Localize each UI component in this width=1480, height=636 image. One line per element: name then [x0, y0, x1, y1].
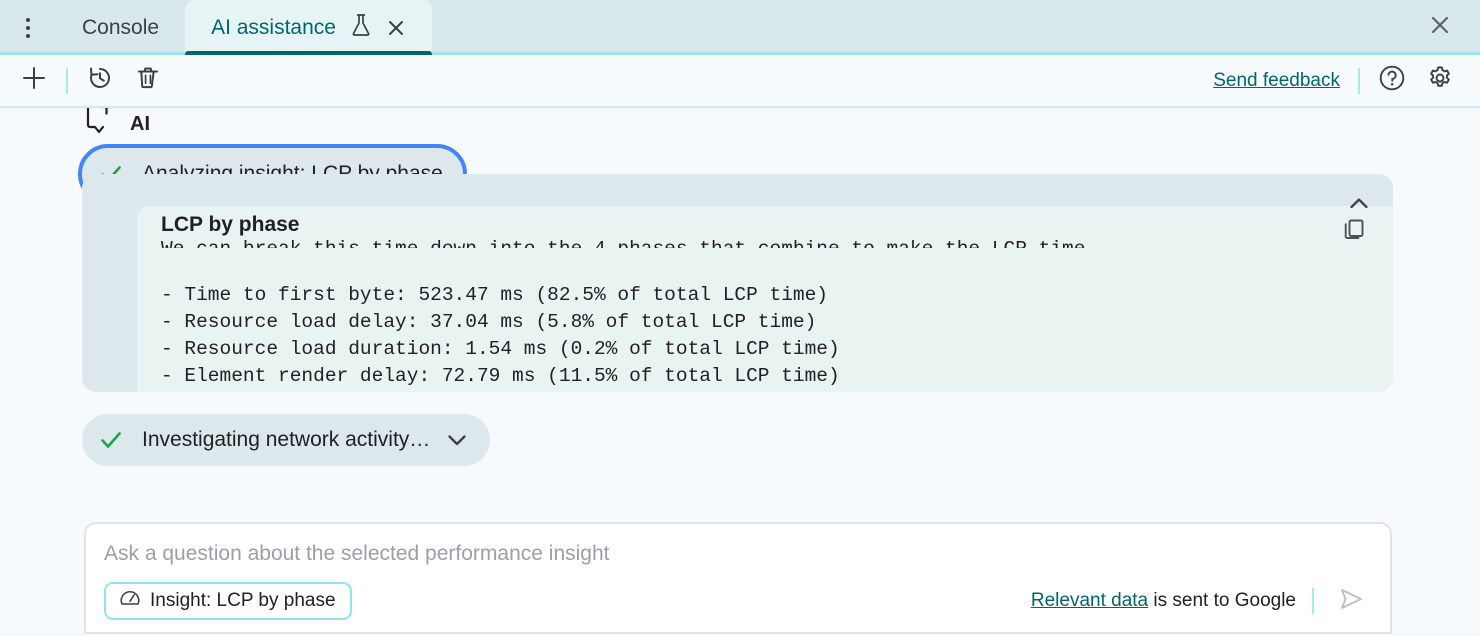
history-icon — [87, 65, 113, 96]
collapse-step-button[interactable] — [1341, 188, 1377, 224]
insight-bullet-2: - Resource load duration: 1.54 ms (0.2% … — [161, 338, 840, 360]
toolbar-divider — [66, 67, 68, 94]
performance-gauge-icon — [120, 589, 140, 614]
tab-close-icon[interactable] — [386, 18, 406, 38]
tab-ai-assistance[interactable]: AI assistance — [185, 0, 432, 55]
ai-message-header: AI — [0, 108, 1480, 146]
insight-clipped-line: We can break this time down into the 4 p… — [161, 234, 1369, 248]
chat-input[interactable]: Ask a question about the selected perfor… — [104, 542, 610, 565]
ai-toolbar: Send feedback — [0, 55, 1480, 108]
conversation-area: AI Analyzing insight: LCP by phase LCP b… — [0, 108, 1480, 634]
tab-console[interactable]: Console — [56, 0, 185, 55]
history-button[interactable] — [76, 59, 124, 103]
footer-right: Relevant data is sent to Google — [1031, 580, 1372, 622]
context-chip-label: Insight: LCP by phase — [150, 590, 336, 611]
check-icon — [98, 427, 124, 453]
send-feedback-link[interactable]: Send feedback — [1213, 69, 1340, 91]
insight-detail-panel: LCP by phase We can break this time down… — [82, 174, 1393, 392]
tab-ai-assistance-label: AI assistance — [211, 15, 336, 39]
experiment-flask-icon — [350, 13, 372, 43]
new-chat-button[interactable] — [10, 59, 58, 103]
tab-console-label: Console — [82, 15, 160, 39]
chevron-down-icon — [444, 427, 470, 453]
gear-icon — [1426, 64, 1454, 97]
tab-strip: Console AI assistance — [0, 0, 1480, 55]
insight-bullet-1: - Resource load delay: 37.04 ms (5.8% of… — [161, 311, 817, 333]
ai-sparkle-icon — [84, 108, 116, 144]
ai-label: AI — [130, 112, 150, 135]
insight-markdown-card: LCP by phase We can break this time down… — [137, 206, 1393, 392]
chat-input-area: Ask a question about the selected perfor… — [84, 522, 1392, 634]
footer-divider — [1312, 588, 1314, 614]
insight-bullet-3: - Element render delay: 72.79 ms (11.5% … — [161, 365, 840, 387]
help-circle-icon — [1378, 64, 1406, 97]
delete-button[interactable] — [124, 59, 172, 103]
context-chip-insight[interactable]: Insight: LCP by phase — [104, 582, 352, 620]
step-2-wrapper: Investigating network activity… — [0, 414, 1480, 466]
close-icon — [1428, 13, 1452, 42]
settings-button[interactable] — [1416, 59, 1464, 103]
data-disclaimer: Relevant data is sent to Google — [1031, 590, 1296, 612]
tabstrip-underline — [0, 52, 1480, 55]
kebab-menu-icon — [26, 16, 30, 40]
toolbar-divider-right — [1358, 67, 1360, 94]
help-button[interactable] — [1368, 59, 1416, 103]
step-investigating-network-label: Investigating network activity… — [142, 428, 431, 451]
input-footer: Insight: LCP by phase Relevant data is s… — [104, 580, 1372, 622]
insight-bullet-0: - Time to first byte: 523.47 ms (82.5% o… — [161, 284, 829, 306]
close-panel-button[interactable] — [1418, 6, 1462, 50]
relevant-data-link[interactable]: Relevant data — [1030, 590, 1149, 611]
send-arrow-icon — [1336, 584, 1366, 619]
more-options-button[interactable] — [0, 0, 56, 55]
disclaimer-rest: is sent to Google — [1148, 590, 1296, 611]
send-button[interactable] — [1330, 580, 1372, 622]
insight-title: LCP by phase — [161, 213, 300, 236]
step-investigating-network[interactable]: Investigating network activity… — [82, 414, 491, 466]
plus-icon — [21, 65, 47, 96]
copy-icon — [1342, 217, 1366, 246]
trash-icon — [135, 65, 161, 96]
chevron-up-icon — [1346, 191, 1372, 222]
copy-button[interactable] — [1337, 214, 1371, 248]
